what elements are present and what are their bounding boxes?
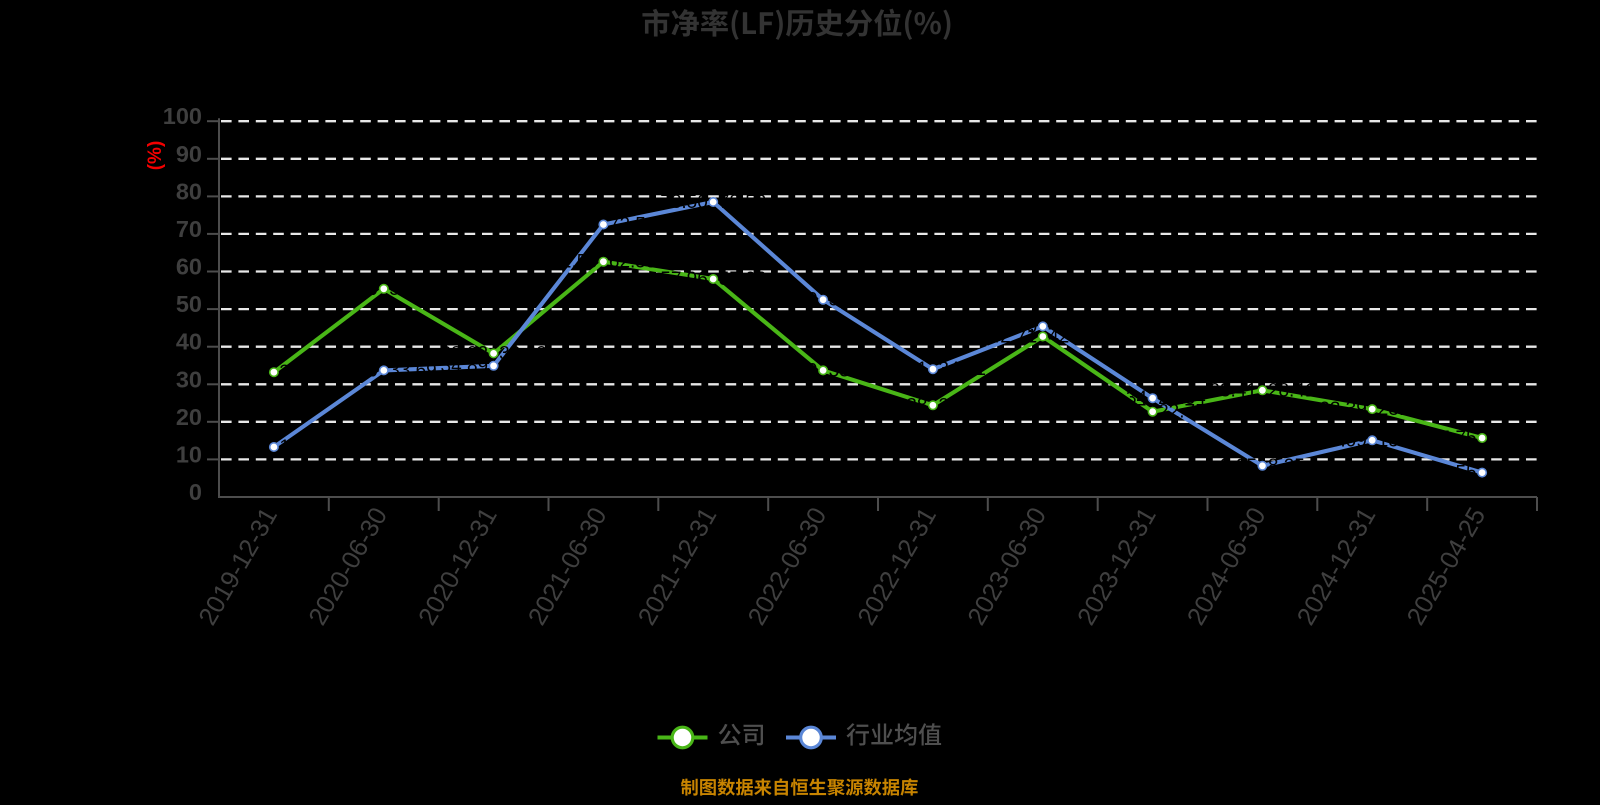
svg-text:52.50: 52.50 (829, 290, 877, 311)
svg-text:55.39: 55.39 (331, 279, 379, 300)
svg-text:23.39: 23.39 (1378, 399, 1426, 420)
svg-text:62.59: 62.59 (550, 252, 598, 273)
svg-text:6.55: 6.55 (1488, 463, 1525, 484)
svg-text:57.96: 57.96 (660, 269, 708, 290)
svg-text:55.39: 55.39 (389, 279, 437, 300)
svg-text:34.01: 34.01 (880, 359, 928, 380)
svg-text:42.71: 42.71 (1048, 327, 1096, 348)
svg-text:38.22: 38.22 (441, 343, 489, 364)
svg-text:45.40: 45.40 (1048, 316, 1096, 337)
svg-text:26.34: 26.34 (1100, 388, 1148, 409)
svg-text:15.75: 15.75 (1488, 428, 1536, 449)
svg-text:34.89: 34.89 (441, 356, 489, 377)
svg-text:72.54: 72.54 (609, 215, 657, 236)
svg-text:30: 30 (176, 366, 202, 392)
svg-text:80: 80 (176, 178, 202, 204)
svg-text:33.69: 33.69 (770, 360, 818, 381)
svg-text:20: 20 (176, 404, 202, 430)
svg-text:90: 90 (176, 141, 202, 167)
svg-text:28.41: 28.41 (1209, 380, 1257, 401)
svg-text:13.28: 13.28 (279, 437, 327, 458)
svg-text:60: 60 (176, 254, 202, 280)
svg-text:72.54: 72.54 (550, 215, 598, 236)
svg-text:13.28: 13.28 (221, 437, 269, 458)
svg-text:33.69: 33.69 (389, 360, 437, 381)
svg-text:(%): (%) (145, 141, 166, 171)
svg-text:34.89: 34.89 (499, 356, 547, 377)
svg-text:23.39: 23.39 (1319, 399, 1367, 420)
svg-text:8.25: 8.25 (1268, 456, 1305, 477)
svg-text:78.50: 78.50 (660, 192, 708, 213)
svg-text:33.69: 33.69 (331, 360, 379, 381)
svg-text:15.09: 15.09 (1319, 430, 1367, 451)
svg-text:33.23: 33.23 (279, 362, 327, 383)
svg-text:0: 0 (189, 479, 202, 505)
svg-text:42.71: 42.71 (990, 327, 1038, 348)
svg-text:24.38: 24.38 (938, 395, 986, 416)
svg-text:22.75: 22.75 (1158, 402, 1206, 423)
svg-text:50: 50 (176, 291, 202, 317)
svg-text:38.22: 38.22 (499, 343, 547, 364)
svg-text:100: 100 (163, 103, 202, 129)
svg-text:78.50: 78.50 (719, 192, 767, 213)
svg-text:15.75: 15.75 (1429, 428, 1477, 449)
svg-text:24.38: 24.38 (880, 395, 928, 416)
svg-text:8.25: 8.25 (1220, 456, 1257, 477)
svg-text:22.75: 22.75 (1100, 402, 1148, 423)
svg-text:34.01: 34.01 (938, 359, 986, 380)
svg-text:26.34: 26.34 (1158, 388, 1206, 409)
svg-text:62.59: 62.59 (609, 252, 657, 273)
svg-text:6.55: 6.55 (1440, 463, 1477, 484)
svg-text:15.09: 15.09 (1378, 430, 1426, 451)
svg-text:28.41: 28.41 (1268, 380, 1316, 401)
svg-text:70: 70 (176, 216, 202, 242)
svg-text:33.23: 33.23 (221, 362, 269, 383)
svg-text:45.40: 45.40 (990, 316, 1038, 337)
svg-text:57.96: 57.96 (719, 269, 767, 290)
svg-text:40: 40 (176, 329, 202, 355)
svg-text:10: 10 (176, 441, 202, 467)
svg-text:52.50: 52.50 (770, 290, 818, 311)
svg-text:33.69: 33.69 (829, 360, 877, 381)
